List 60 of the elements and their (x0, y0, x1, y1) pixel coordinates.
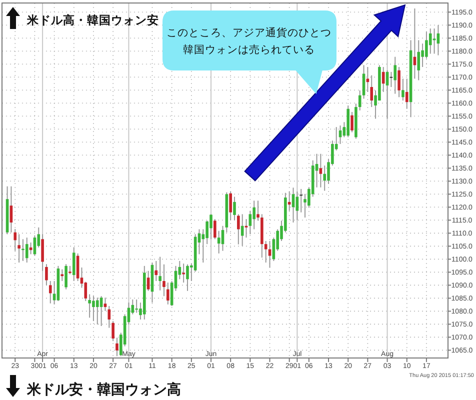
candlestick (158, 256, 162, 291)
candlestick (300, 188, 302, 213)
candlestick (405, 78, 408, 110)
candlestick (48, 280, 52, 304)
candlestick (402, 78, 404, 102)
candlestick (96, 297, 99, 325)
candlestick (64, 264, 68, 290)
candlestick (264, 240, 268, 264)
candlestick (186, 264, 189, 292)
candlestick (135, 298, 138, 314)
candlestick (398, 66, 400, 98)
candlestick (350, 111, 354, 133)
candlestick (358, 90, 362, 111)
annotation: このところ、アジア通貨のひとつ (166, 26, 332, 39)
candlestick (214, 218, 216, 240)
candlestick (304, 193, 306, 218)
candlestick (100, 296, 103, 327)
candlestick (104, 297, 107, 312)
candlestick (382, 66, 385, 92)
candlestick (366, 66, 370, 92)
candlestick (323, 165, 326, 192)
candlestick (162, 264, 166, 297)
text: 米ドル安・韓国ウォン高 (26, 381, 181, 397)
candlestick (41, 234, 44, 272)
candlestick (60, 268, 64, 282)
candlestick (14, 228, 17, 252)
candlestick (72, 246, 76, 282)
candlestick (240, 214, 244, 246)
candlestick (370, 74, 374, 108)
candlestick (248, 210, 252, 235)
candlestick (217, 230, 220, 254)
candlestick (146, 270, 150, 292)
candlestick (237, 214, 240, 245)
candlestick (229, 191, 232, 221)
candlestick (18, 234, 20, 264)
candlestick (88, 294, 91, 318)
candlestick (428, 28, 432, 54)
candlestick (390, 71, 393, 88)
candlestick (394, 56, 397, 94)
candlestick (92, 296, 95, 322)
candlestick (84, 281, 88, 302)
candlestick (108, 305, 111, 328)
candlestick (233, 196, 236, 221)
candlestick (116, 337, 118, 357)
candlestick (210, 214, 212, 240)
candlestick (362, 64, 366, 100)
candlestick (166, 282, 170, 305)
candlestick (319, 153, 322, 188)
text: 米ドル高・韓国ウォン安 (26, 13, 159, 27)
candlestick (25, 237, 28, 264)
candlestick (417, 40, 420, 81)
annotation: 韓国ウォンは売られている (183, 43, 315, 56)
candlestick (252, 200, 256, 230)
candlestick (112, 320, 114, 342)
candlestick (182, 263, 185, 284)
candlestick (256, 200, 260, 222)
candlestick (45, 264, 48, 286)
candlestick (425, 31, 428, 60)
candlestick (10, 186, 13, 233)
candlestick (421, 43, 424, 68)
